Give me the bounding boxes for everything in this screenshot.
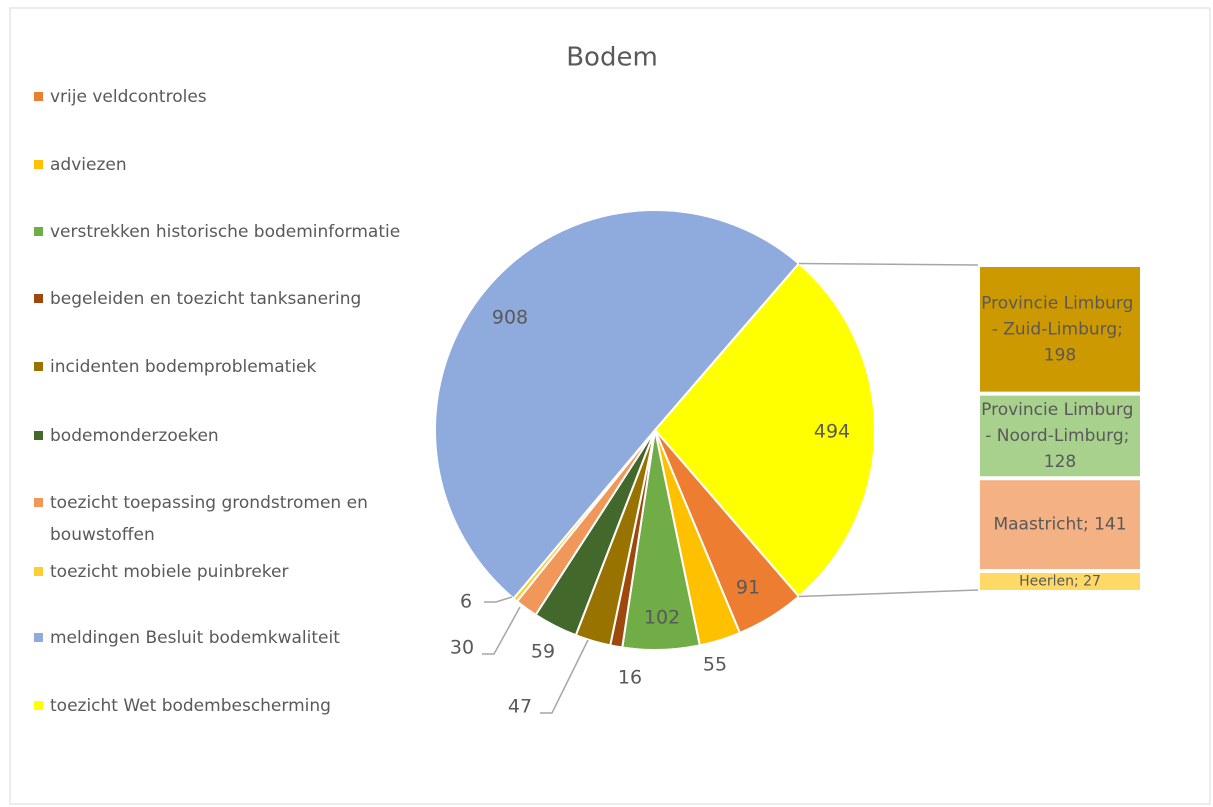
legend-swatch [34,633,43,642]
data-label: 6 [460,591,472,613]
legend-swatch [34,498,43,507]
chart-title: Bodem [566,43,658,73]
connector-line [798,262,979,266]
legend-label: toezicht Wet bodembescherming [50,696,331,716]
text-line: Provincie Limburg [981,293,1139,313]
legend-swatch [34,294,43,303]
data-label: 59 [531,641,555,663]
leader-line [484,596,513,603]
legend-swatch [34,227,43,236]
leader-line [482,606,521,655]
legend-label: meldingen Besluit bodemkwaliteit [50,628,340,648]
text-line: adviezen [50,155,127,175]
data-label: 494 [814,421,850,443]
bar-segment [980,573,1140,590]
legend-label: begeleiden en toezicht tanksanering [50,289,361,309]
text-line: vrije veldcontroles [50,87,207,107]
legend-swatch [34,92,43,101]
text-line: Provincie Limburg [981,400,1139,420]
bar-label: Heerlen; 27 [1019,574,1101,590]
legend-swatch [34,160,43,169]
text-line: Heerlen; 27 [1019,574,1101,590]
leader-line [540,639,589,714]
text-line: toezicht toepassing grondstromen en [50,493,373,513]
data-label: 55 [703,654,727,676]
text-line: meldingen Besluit bodemkwaliteit [50,628,340,648]
bar-segment [980,267,1140,392]
text-line: incidenten bodemproblematiek [50,357,317,377]
bar-label: Maastricht; 141 [993,515,1126,535]
data-label: 91 [736,577,760,599]
text-line: 128 [1044,452,1076,472]
text-line: toezicht mobiele puinbreker [50,562,289,582]
legend-label: verstrekken historische bodeminformatie [50,222,400,242]
legend-label: adviezen [50,155,127,175]
text-line: 198 [1044,345,1076,365]
bar-segment [980,480,1140,570]
data-label: 102 [644,607,680,629]
pie-slice [434,208,801,600]
legend-swatch [34,431,43,440]
text-line: bouwstoffen [50,525,155,545]
text-line: - Noord-Limburg; [985,426,1135,446]
legend-swatch [34,701,43,710]
text-line: - Zuid-Limburg; [992,319,1129,339]
bar-label: Provincie Limburg - Zuid-Limburg; 198 [981,293,1139,365]
text-line: verstrekken historische bodeminformatie [50,222,400,242]
bar-label: Provincie Limburg - Noord-Limburg; 128 [981,400,1139,472]
data-label: 47 [508,696,532,718]
legend-swatch [34,567,43,576]
legend-label: vrije veldcontroles [50,87,207,107]
text-line: begeleiden en toezicht tanksanering [50,289,361,309]
data-label: 30 [450,637,474,659]
data-label: 16 [618,667,642,689]
bar-segment [980,395,1140,477]
legend-label: toezicht toepassing grondstromen en bouw… [50,493,373,545]
legend-swatch [34,362,43,371]
legend-label: incidenten bodemproblematiek [50,357,317,377]
pie-slice [653,262,876,598]
legend-label: toezicht mobiele puinbreker [50,562,289,582]
data-label: 908 [492,307,528,329]
legend-label: bodemonderzoeken [50,426,219,446]
text-line: toezicht Wet bodembescherming [50,696,331,716]
connector-line [798,589,979,598]
text-line: Maastricht; 141 [993,515,1126,535]
text-line: bodemonderzoeken [50,426,219,446]
